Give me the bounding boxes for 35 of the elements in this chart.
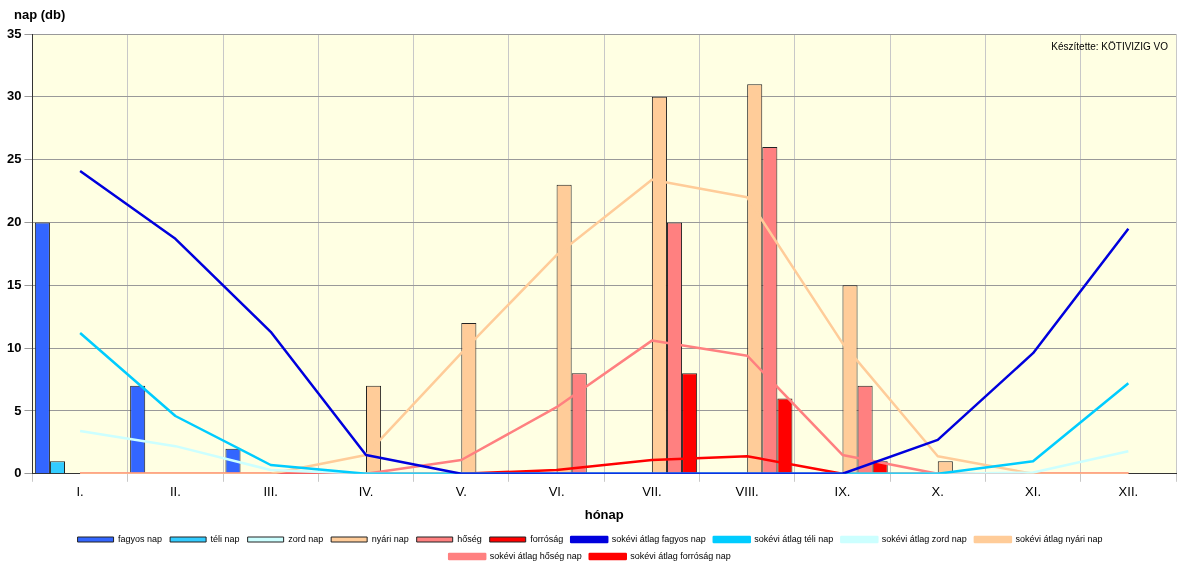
legend-label: sokévi átlag hőség nap xyxy=(489,550,582,561)
annotation: Készítette: KÖTIVIZIG VO xyxy=(1051,40,1169,52)
y-tick-label: 20 xyxy=(6,214,22,230)
legend-label: fagyos nap xyxy=(118,533,163,544)
legend-label: zord nap xyxy=(288,533,324,544)
legend-label: sokévi átlag téli nap xyxy=(754,533,834,544)
x-tick-label: II. xyxy=(169,484,181,500)
legend-label: sokévi átlag forróság nap xyxy=(630,550,731,561)
y-tick-label: 15 xyxy=(6,276,22,292)
x-tick-label: V. xyxy=(455,484,467,500)
legend-label: nyári nap xyxy=(371,533,409,544)
legend-label: sokévi átlag nyári nap xyxy=(1015,533,1103,544)
y-tick-label: 10 xyxy=(6,339,22,355)
y-tick-label: 5 xyxy=(14,402,22,418)
x-tick-label: XI. xyxy=(1025,484,1042,500)
legend-label: téli nap xyxy=(210,533,240,544)
legend-label: sokévi átlag zord nap xyxy=(881,533,967,544)
legend-label: hőség xyxy=(457,533,482,544)
x-tick-label: VII. xyxy=(642,484,662,500)
y-tick-label: 25 xyxy=(6,151,22,167)
legend-label: sokévi átlag fagyos nap xyxy=(611,533,706,544)
x-tick-label: XII. xyxy=(1118,484,1139,500)
x-tick-label: VIII. xyxy=(735,484,759,500)
y-tick-label: 35 xyxy=(6,25,22,41)
x-tick-label: IX. xyxy=(834,484,851,500)
y-tick-label: 0 xyxy=(14,465,22,481)
x-tick-label: III. xyxy=(263,484,278,500)
x-axis-title: hónap xyxy=(584,506,624,522)
y-axis-title: nap (db) xyxy=(14,7,66,23)
x-tick-label: IV. xyxy=(358,484,374,500)
x-tick-label: I. xyxy=(76,484,84,500)
x-tick-label: VI. xyxy=(548,484,565,500)
y-tick-label: 30 xyxy=(6,88,22,104)
x-tick-label: X. xyxy=(931,484,944,500)
legend-label: forróság xyxy=(530,533,564,544)
